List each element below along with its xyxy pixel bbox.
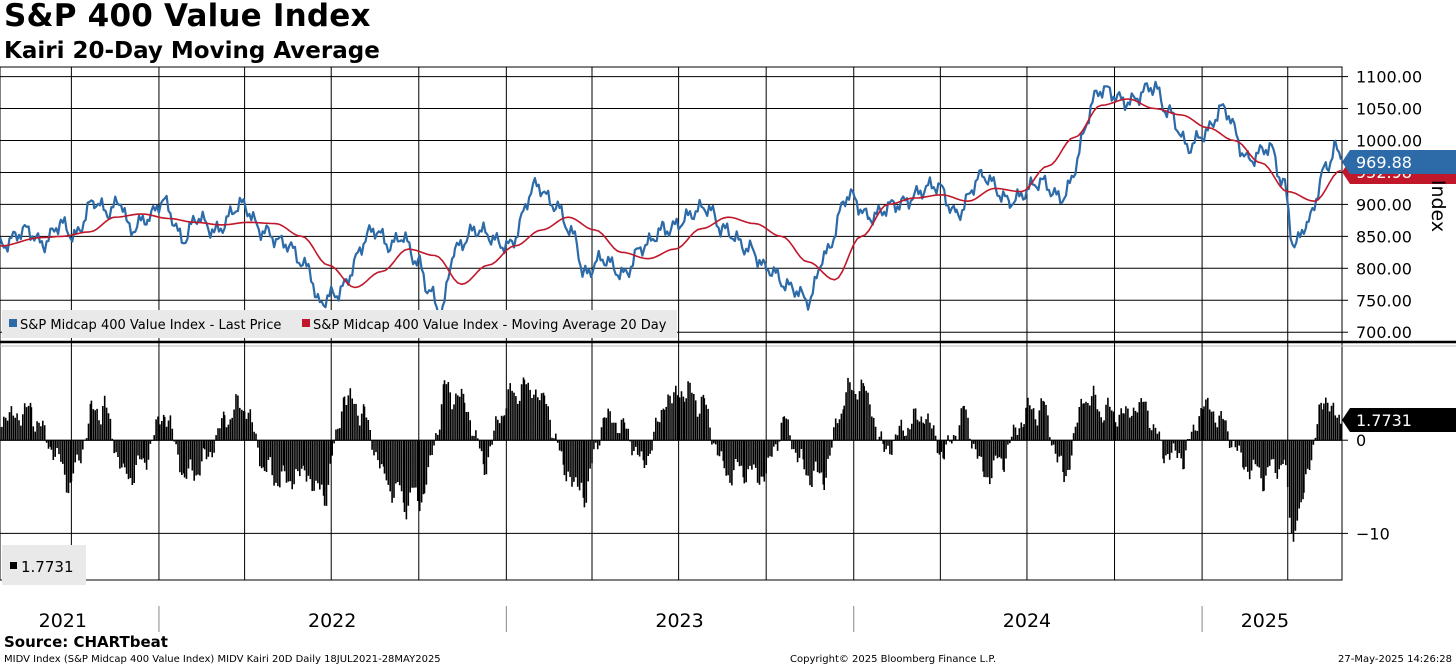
y-tick-label-kairi: 0 [1356,431,1366,450]
kairi-histogram [0,377,1343,542]
y-axis: 1100.001050.001000.00950.00900.00850.008… [1342,68,1422,543]
y-tick-label: 800.00 [1356,259,1412,278]
x-tick-label: 2022 [308,610,356,632]
legend-label-ma: S&P Midcap 400 Value Index - Moving Aver… [313,318,667,333]
kairi-bars [0,377,1340,542]
x-tick-label: 2024 [1003,610,1051,632]
kairi-last-value: 1.7731 [1356,411,1412,430]
legend-box [2,310,677,338]
x-axis: 2021 2022 2023 2024 2025 [0,579,1342,632]
legend-label-price: S&P Midcap 400 Value Index - Last Price [20,318,281,333]
y-axis-label: Index [1427,180,1449,232]
y-tick-label-kairi: −10 [1356,524,1390,543]
x-tick-label: 2021 [39,610,87,632]
chart-title: S&P 400 Value Index [4,0,371,34]
y-tick-label: 850.00 [1356,227,1412,246]
footer-description: MIDV Index (S&P Midcap 400 Value Index) … [4,654,441,665]
x-tick-label: 2023 [655,610,703,632]
footer-copyright: Copyright© 2025 Bloomberg Finance L.P. [790,654,997,665]
price-lines [0,80,1343,321]
y-tick-label: 750.00 [1356,291,1412,310]
chart-subtitle: Kairi 20-Day Moving Average [4,38,380,64]
kairi-legend-label: 1.7731 [21,558,74,576]
legend-swatch-ma [302,319,310,327]
source-note: Source: CHARTbeat [4,633,168,651]
price-last-value: 969.88 [1356,153,1412,172]
moving-average-line [0,98,1342,289]
y-tick-label: 1050.00 [1356,100,1422,119]
y-tick-label: 1000.00 [1356,131,1422,150]
x-tick-label: 2025 [1241,610,1289,632]
y-tick-label: 700.00 [1356,323,1412,342]
kairi-last-value-tag: 1.7731 [1342,408,1456,432]
y-tick-label: 1100.00 [1356,68,1422,87]
kairi-legend-swatch [10,562,17,569]
price-last-value-tag: 969.88 [1342,150,1456,174]
legend-swatch-price [9,319,17,327]
footer-timestamp: 27-May-2025 14:26:28 [1338,654,1452,665]
y-tick-label: 900.00 [1356,195,1412,214]
price-line [0,80,1343,321]
